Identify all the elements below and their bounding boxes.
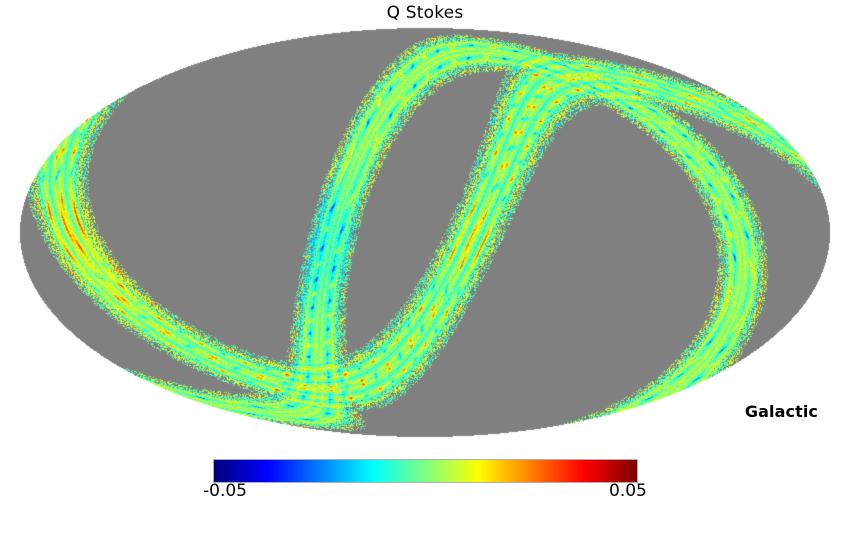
- coordinate-system-label: Galactic: [744, 402, 818, 421]
- sky-map-mollweide: [0, 0, 850, 450]
- page-title: Q Stokes: [386, 3, 464, 23]
- colorbar: [213, 459, 638, 483]
- colorbar-min-label: -0.05: [203, 481, 247, 501]
- colorbar-gradient: [213, 459, 638, 483]
- colorbar-max-label: 0.05: [609, 481, 647, 501]
